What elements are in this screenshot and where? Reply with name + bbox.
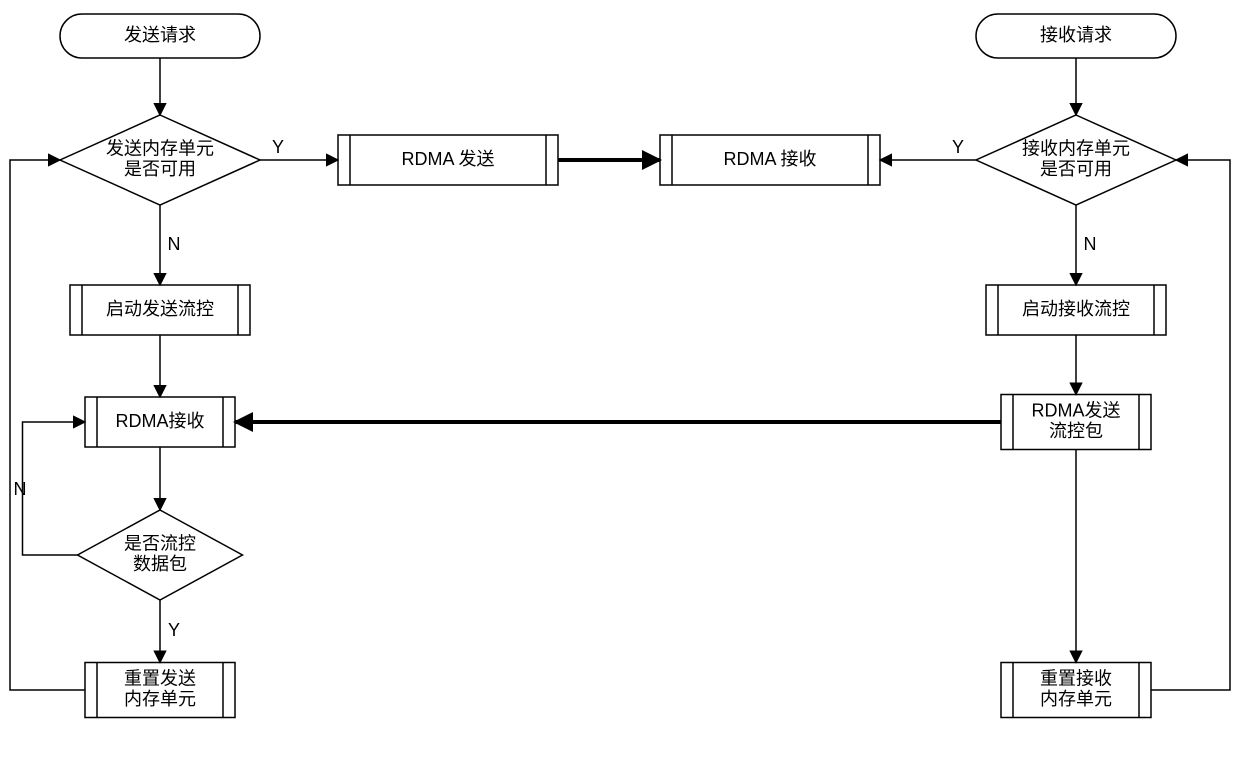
svg-text:RDMA 发送: RDMA 发送	[401, 149, 494, 169]
svg-text:发送请求: 发送请求	[124, 25, 196, 45]
svg-text:接收内存单元: 接收内存单元	[1022, 138, 1130, 158]
svg-text:RDMA接收: RDMA接收	[116, 411, 205, 431]
svg-text:重置接收: 重置接收	[1040, 668, 1112, 688]
svg-text:是否可用: 是否可用	[124, 159, 196, 179]
svg-text:是否流控: 是否流控	[124, 533, 196, 553]
svg-text:N: N	[1084, 234, 1097, 254]
svg-text:Y: Y	[952, 137, 964, 157]
svg-text:内存单元: 内存单元	[124, 689, 196, 709]
svg-text:是否可用: 是否可用	[1040, 159, 1112, 179]
svg-text:Y: Y	[168, 620, 180, 640]
svg-text:RDMA 接收: RDMA 接收	[723, 149, 816, 169]
svg-text:流控包: 流控包	[1049, 421, 1103, 441]
svg-text:数据包: 数据包	[133, 554, 187, 574]
svg-text:重置发送: 重置发送	[124, 668, 196, 688]
svg-text:N: N	[14, 479, 27, 499]
svg-text:N: N	[168, 234, 181, 254]
svg-text:Y: Y	[272, 137, 284, 157]
svg-text:接收请求: 接收请求	[1040, 25, 1112, 45]
svg-text:发送内存单元: 发送内存单元	[106, 138, 214, 158]
svg-text:内存单元: 内存单元	[1040, 689, 1112, 709]
flowchart-canvas: YYNNYN发送请求接收请求发送内存单元是否可用接收内存单元是否可用RDMA 发…	[0, 0, 1240, 759]
svg-text:启动接收流控: 启动接收流控	[1022, 299, 1130, 319]
svg-text:启动发送流控: 启动发送流控	[106, 299, 214, 319]
svg-text:RDMA发送: RDMA发送	[1032, 400, 1121, 420]
